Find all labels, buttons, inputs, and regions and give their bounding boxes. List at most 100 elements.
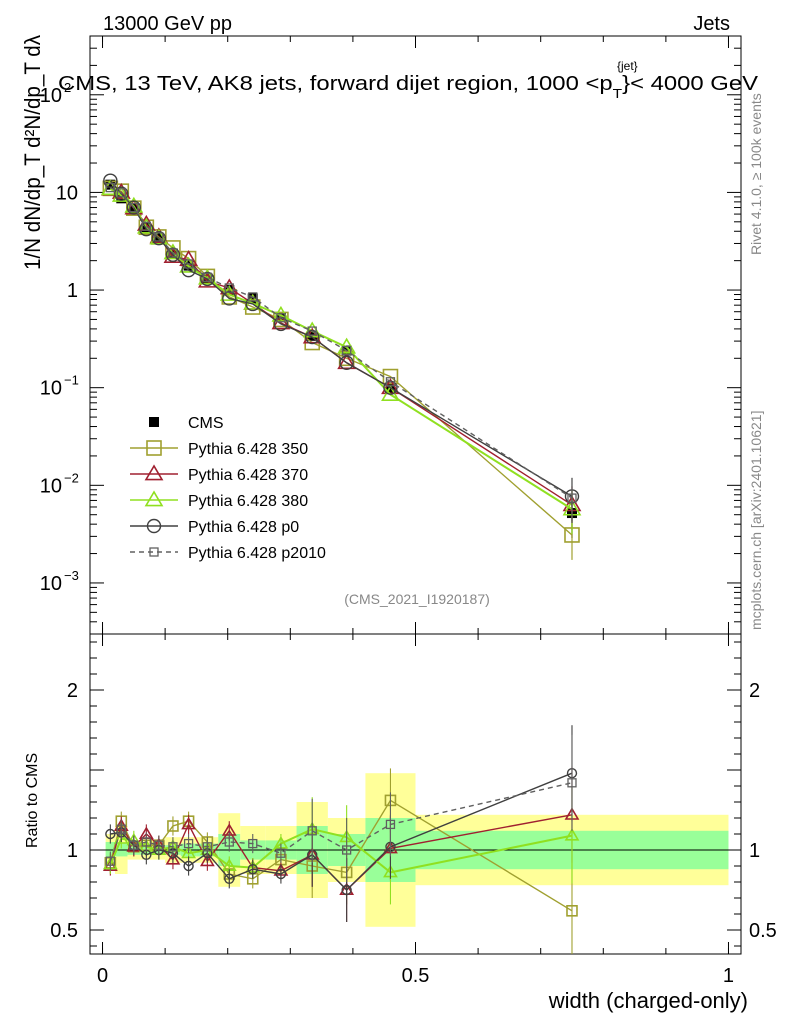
data-point-ratio	[168, 842, 178, 852]
data-point-ratio	[183, 838, 194, 849]
legend-label: Pythia 6.428 p0	[188, 519, 299, 536]
y-tick-label-ratio-right: 0.5	[749, 920, 777, 942]
legend-entry-3: Pythia 6.428 380	[130, 490, 308, 510]
data-point-ratio	[564, 828, 580, 841]
data-point-ratio	[165, 852, 181, 865]
data-point-ratio	[247, 864, 258, 875]
legend: CMS Pythia 6.428 350 Pythia 6.428 370 Pythi…	[130, 415, 326, 562]
data-point-ratio	[276, 848, 286, 858]
legend-entry-2: Pythia 6.428 370	[130, 464, 308, 484]
y-tick-label-main: 10	[40, 85, 62, 107]
data-point-main	[129, 202, 139, 213]
data-point-ratio	[105, 856, 115, 866]
series-line-main	[109, 180, 573, 497]
data-point-main	[141, 221, 151, 231]
y-tick-label-main: 10	[56, 182, 78, 204]
data-point-ratio	[224, 837, 234, 847]
y-axis-label-ratio: Ratio to CMS	[24, 753, 41, 848]
legend-marker	[144, 490, 164, 507]
data-point-ratio	[129, 840, 139, 850]
y-tick-label-exp: −2	[64, 470, 79, 485]
series-5	[105, 182, 577, 882]
data-point-ratio	[181, 816, 196, 830]
main-title: CMS, 13 TeV, AK8 jets, forward dijet reg…	[58, 59, 759, 101]
data-point-ratio	[167, 820, 179, 832]
data-point-ratio	[183, 860, 194, 872]
data-point-main	[183, 259, 194, 269]
y-tick-label-exp: −1	[64, 373, 79, 388]
series-2	[100, 179, 582, 922]
data-point-ratio	[248, 838, 258, 849]
title-sup: {jet}	[617, 59, 638, 73]
data-point-main	[224, 283, 234, 293]
title-sub: T	[613, 86, 623, 101]
data-point-main	[114, 186, 129, 201]
side-label-top: Rivet 4.1.0, ≥ 100k events	[748, 93, 764, 255]
data-point-ratio	[341, 884, 352, 896]
data-point-main	[202, 272, 213, 282]
svg-text:1/N dN/dp_T d²N/dp_T dλ: 1/N dN/dp_T d²N/dp_T dλ	[20, 35, 45, 270]
y-axis-label-main: 1/N dN/dp_T d²N/dp_T dλ	[20, 35, 45, 270]
data-point-ratio	[385, 819, 396, 830]
legend-marker	[146, 440, 162, 456]
data-point-main	[339, 355, 354, 370]
legend-marker	[149, 547, 159, 557]
data-point-main	[341, 345, 352, 356]
data-point-main	[567, 493, 577, 503]
y-tick-label-ratio: 1	[67, 840, 78, 862]
data-point-main	[248, 292, 258, 302]
title-tail: }< 4000 GeV	[622, 73, 759, 95]
data-point-ratio	[275, 868, 287, 880]
y-tick-label-ratio-right: 2	[749, 680, 760, 702]
data-point-main	[247, 293, 258, 304]
legend-entry-5: Pythia 6.428 p2010	[130, 545, 326, 562]
data-point-ratio	[116, 824, 126, 834]
data-point-ratio	[307, 826, 317, 836]
series-layer	[100, 173, 582, 954]
data-point-main	[154, 232, 164, 242]
y-tick-label-main: 1	[67, 280, 78, 302]
legend-marker	[146, 518, 162, 534]
data-point-main	[385, 377, 396, 387]
data-point-main	[103, 173, 118, 188]
legend-entry-4: Pythia 6.428 p0	[130, 518, 299, 536]
data-point-main	[126, 200, 142, 215]
data-point-ratio	[199, 853, 215, 867]
x-tick-label: 1	[723, 965, 734, 987]
data-point-main	[307, 326, 317, 336]
data-point-main	[200, 271, 215, 287]
legend-label: Pythia 6.428 370	[188, 467, 308, 484]
legend-label: CMS	[188, 415, 224, 432]
header-left: 13000 GeV pp	[103, 13, 232, 35]
legend-entry-1: Pythia 6.428 350	[130, 440, 308, 458]
data-point-ratio	[113, 831, 129, 844]
legend-marker	[144, 464, 164, 481]
header-right: Jets	[693, 13, 730, 35]
y-tick-label-ratio: 0.5	[50, 920, 78, 942]
y-tick-label-main: 10	[40, 573, 62, 595]
y-tick-label-main: 10	[40, 378, 62, 400]
series-4	[103, 173, 580, 922]
watermark: (CMS_2021_I1920187)	[344, 591, 490, 607]
legend-marker	[149, 417, 159, 427]
data-point-main	[243, 293, 263, 310]
data-point-main	[105, 179, 116, 190]
x-tick-label: 0	[97, 965, 108, 987]
data-point-main	[276, 313, 286, 323]
legend-label: Pythia 6.428 p2010	[188, 545, 326, 562]
data-point-main	[337, 353, 357, 370]
data-point-ratio	[105, 828, 116, 840]
title-text: CMS, 13 TeV, AK8 jets, forward dijet reg…	[58, 73, 613, 95]
data-point-main	[116, 188, 126, 198]
data-point-ratio	[154, 840, 164, 850]
series-3	[100, 179, 582, 905]
svg-text:CMS, 13 TeV, AK8 jets, forward: CMS, 13 TeV, AK8 jets, forward dijet reg…	[58, 73, 759, 101]
data-point-ratio	[141, 837, 151, 847]
side-label-bottom: mcplots.cern.ch [arXiv:2401.10621]	[748, 411, 764, 630]
data-point-ratio	[567, 778, 577, 788]
legend-label: Pythia 6.428 380	[188, 493, 308, 510]
x-tick-label: 0.5	[402, 965, 430, 987]
data-point-ratio	[566, 904, 578, 917]
legend-label: Pythia 6.428 350	[188, 441, 308, 458]
